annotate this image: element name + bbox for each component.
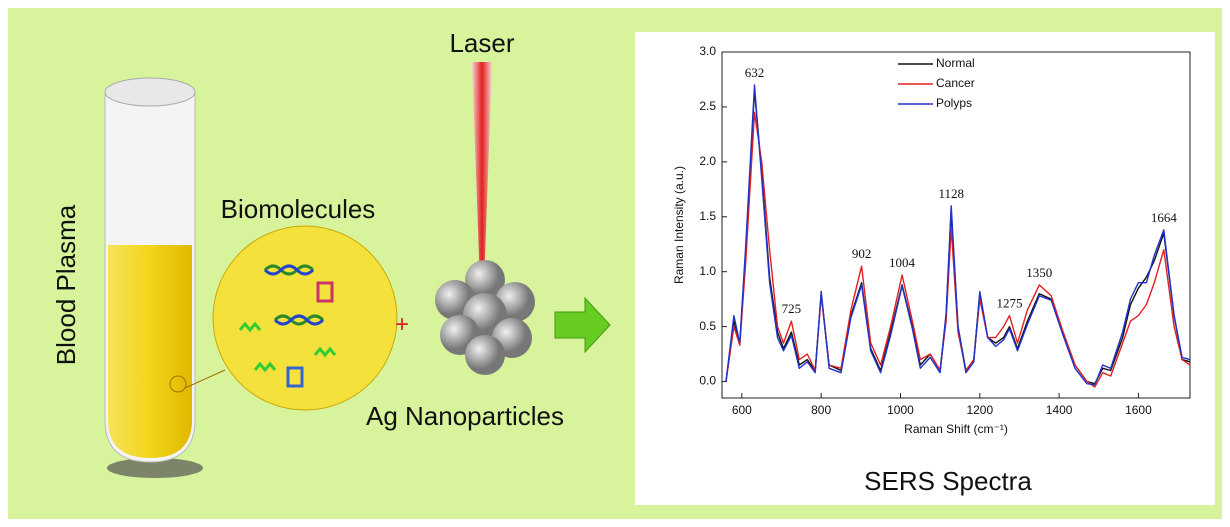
shadow — [107, 458, 203, 478]
peak-label: 1128 — [938, 186, 964, 201]
x-tick-label: 1200 — [966, 403, 993, 417]
legend-label: Normal — [936, 56, 975, 70]
x-tick-label: 1000 — [887, 403, 914, 417]
x-axis-label: Raman Shift (cm⁻¹) — [904, 422, 1008, 436]
sample-spot — [169, 375, 187, 393]
series-line — [725, 84, 1191, 386]
peak-label: 725 — [782, 301, 802, 316]
spectra-label: SERS Spectra — [864, 466, 1032, 496]
y-tick-label: 3.0 — [699, 44, 716, 58]
y-axis-label: Raman Intensity (a.u.) — [672, 166, 686, 284]
pointer — [184, 369, 226, 389]
laser-beam — [472, 62, 492, 285]
chart-panel — [635, 32, 1215, 505]
plasma — [108, 245, 192, 458]
legend-label: Polyps — [936, 96, 972, 110]
y-tick-label: 1.0 — [699, 264, 716, 278]
x-tick-label: 1600 — [1125, 403, 1152, 417]
chart: 0.0 0.5 1.0 1.5 2.0 2.5 3.0 600 800 1000 1200 1400 1… — [672, 44, 1191, 436]
y-tick-label: 2.0 — [699, 154, 716, 168]
plasma-label: Blood Plasma — [51, 204, 81, 365]
legend-label: Cancer — [936, 76, 975, 90]
y-tick-label: 0.0 — [699, 374, 716, 388]
molecules — [238, 264, 337, 388]
laser-label: Laser — [449, 28, 514, 58]
y-tick-label: 2.5 — [699, 99, 716, 113]
peak-label: 1004 — [889, 255, 916, 270]
plot-frame — [721, 51, 1191, 399]
nanoparticles-label: Ag Nanoparticles — [366, 401, 564, 431]
tube-rim — [104, 77, 196, 107]
plus: + — [395, 311, 409, 338]
y-tick-label: 0.5 — [699, 319, 716, 333]
x-tick-label: 800 — [811, 403, 831, 417]
peak-label: 902 — [852, 246, 872, 261]
arrow — [554, 296, 611, 354]
x-tick-label: 600 — [732, 403, 752, 417]
biomolecules-label: Biomolecules — [221, 194, 376, 224]
x-tick-label: 1400 — [1046, 403, 1073, 417]
peak-label: 632 — [745, 65, 765, 80]
peak-label: 1664 — [1151, 210, 1178, 225]
y-tick-label: 1.5 — [699, 209, 716, 223]
series-line — [725, 111, 1191, 388]
nanoparticles — [435, 260, 535, 375]
peak-label: 1275 — [997, 296, 1023, 311]
peak-label: 1350 — [1026, 265, 1052, 280]
